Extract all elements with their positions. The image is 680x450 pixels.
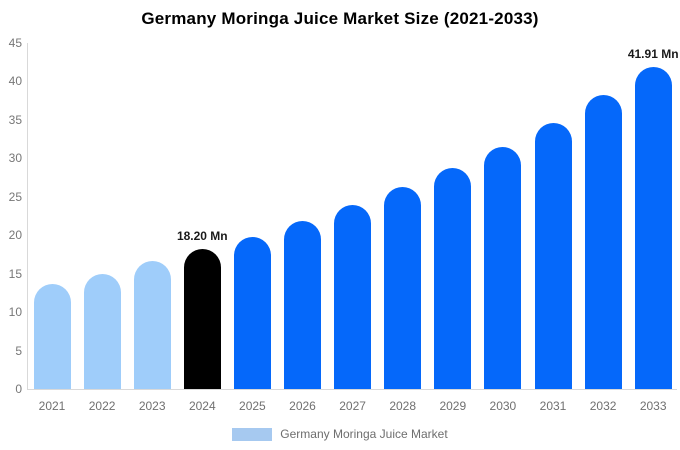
bar-2025 [233, 236, 271, 389]
legend: Germany Moringa Juice Market [0, 426, 680, 442]
bar-2028 [384, 186, 422, 389]
x-tick-label-2025: 2025 [239, 399, 266, 413]
y-tick-label-20: 20 [8, 228, 22, 243]
bar-2032 [584, 95, 622, 389]
x-axis-line [27, 389, 677, 390]
x-tick-label-2021: 2021 [38, 399, 66, 413]
value-label-2024: 18.20 Mn [176, 229, 228, 244]
legend-label: Germany Moringa Juice Market [280, 427, 448, 441]
y-tick-label-0: 0 [15, 382, 22, 396]
x-tick-label-2029: 2029 [439, 399, 467, 413]
bar-2021 [33, 284, 71, 389]
x-tick-label-2022: 2022 [88, 399, 116, 413]
y-tick-label-5: 5 [15, 343, 22, 358]
x-tick-label-2028: 2028 [389, 399, 417, 413]
chart-title: Germany Moringa Juice Market Size (2021-… [141, 9, 539, 28]
x-tick-label-2030: 2030 [489, 399, 517, 413]
y-axis-line [27, 43, 28, 389]
y-tick-label-45: 45 [8, 36, 22, 50]
legend-swatch [232, 427, 273, 441]
bar-2033 [634, 66, 672, 389]
x-tick-label-2027: 2027 [339, 399, 366, 413]
bar-2030 [484, 146, 522, 389]
bar-2022 [83, 273, 121, 389]
y-tick-label-30: 30 [8, 151, 22, 166]
x-tick-label-2031: 2031 [539, 399, 567, 413]
value-label-2033: 41.91 Mn [627, 46, 679, 61]
y-tick-label-15: 15 [8, 266, 22, 281]
x-tick-label-2032: 2032 [589, 399, 617, 413]
y-tick-label-10: 10 [8, 305, 22, 320]
y-tick-label-40: 40 [8, 74, 22, 89]
x-tick-label-2023: 2023 [138, 399, 166, 413]
x-tick-label-2026: 2026 [289, 399, 316, 413]
bar-2031 [534, 123, 572, 389]
bar-2024 [183, 249, 221, 389]
bar-2027 [334, 204, 372, 389]
y-tick-label-25: 25 [8, 189, 22, 204]
bar-2023 [133, 261, 171, 389]
x-tick-label-2033: 2033 [639, 399, 667, 413]
x-tick-label-2024: 2024 [188, 399, 216, 413]
bar-2026 [284, 221, 321, 389]
bar-2029 [434, 167, 472, 389]
y-tick-label-35: 35 [8, 112, 22, 127]
